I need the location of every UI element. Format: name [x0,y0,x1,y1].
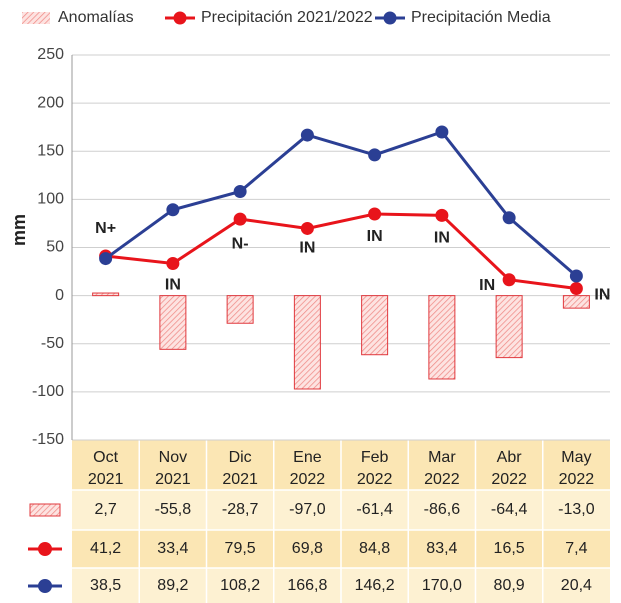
x-tick-label: Feb [361,449,389,466]
table-value: -61,4 [356,501,393,518]
annotation: IN [165,277,181,294]
table-value: 80,9 [494,577,525,594]
y-tick-label: 50 [46,239,64,256]
x-tick-label: 2022 [424,471,460,488]
annotation: IN [479,277,495,294]
table-legend-icon [38,542,52,556]
point [166,256,180,270]
y-tick-label: -150 [32,431,64,448]
bar [495,295,523,359]
point [233,184,247,198]
y-tick-label: 250 [37,46,64,63]
y-tick-label: 0 [55,287,64,304]
annotation: N+ [95,220,116,237]
x-tick-label: Oct [93,449,118,466]
x-tick-label: 2021 [155,471,191,488]
y-tick-label: 150 [37,142,64,159]
y-axis-label: mm [9,214,29,246]
bar [226,295,254,324]
x-tick-label: Dic [229,449,252,466]
table-value: 41,2 [90,540,121,557]
table-value: 84,8 [359,540,390,557]
x-tick-label: 2022 [357,471,393,488]
point [368,148,382,162]
x-tick-label: 2021 [88,471,124,488]
table-value: 170,0 [422,577,462,594]
table-value: 146,2 [355,577,395,594]
bar [361,295,389,356]
x-tick-label: Nov [159,449,187,466]
point [368,207,382,221]
table-value: 166,8 [287,577,327,594]
point [435,208,449,222]
table-value: -55,8 [155,501,192,518]
y-tick-label: 200 [37,94,64,111]
bar [428,295,456,380]
y-tick-label: -50 [41,335,64,352]
table-value: 7,4 [565,540,587,557]
point [166,203,180,217]
table-value: 2,7 [95,501,117,518]
annotation: IN [594,287,610,304]
point [569,282,583,296]
line [105,212,577,290]
legend-icon [173,11,187,25]
point [502,273,516,287]
table-value: -86,6 [424,501,461,518]
point [300,128,314,142]
legend-label: Precipitación 2021/2022 [201,9,373,26]
x-tick-label: 2022 [290,471,326,488]
table-value: -28,7 [222,501,259,518]
table-value: 38,5 [90,577,121,594]
annotation: IN [434,230,450,247]
x-tick-label: 2022 [559,471,595,488]
point [435,125,449,139]
table-value: -97,0 [289,501,326,518]
bar [293,295,321,390]
table-value: 69,8 [292,540,323,557]
table-value: 20,4 [561,577,592,594]
bar [562,295,590,309]
x-tick-label: Mar [428,449,456,466]
y-tick-label: -100 [32,383,64,400]
legend-label: Precipitación Media [411,9,551,26]
bar [159,295,187,350]
table-value: 108,2 [220,577,260,594]
table-legend-icon [38,579,52,593]
bar [92,292,120,297]
legend-icon [383,11,397,25]
x-tick-label: 2021 [222,471,258,488]
table-value: 89,2 [157,577,188,594]
point [233,212,247,226]
table-value: 33,4 [157,540,188,557]
point [502,211,516,225]
point [99,252,113,266]
legend-label: Anomalías [58,9,134,26]
x-tick-label: 2022 [491,471,527,488]
legend-icon [22,12,50,24]
table-value: 16,5 [494,540,525,557]
x-tick-label: May [561,449,591,466]
point [569,269,583,283]
x-tick-label: Ene [293,449,322,466]
table-value: -13,0 [558,501,595,518]
annotation: IN [367,228,383,245]
point [300,221,314,235]
annotation: N- [232,235,249,252]
table-value: -64,4 [491,501,528,518]
line [104,130,578,278]
table-value: 79,5 [225,540,256,557]
y-tick-label: 100 [37,191,64,208]
table-legend-icon [29,503,61,517]
table-value: 83,4 [426,540,457,557]
annotation: IN [299,240,315,257]
x-tick-label: Abr [497,449,523,466]
